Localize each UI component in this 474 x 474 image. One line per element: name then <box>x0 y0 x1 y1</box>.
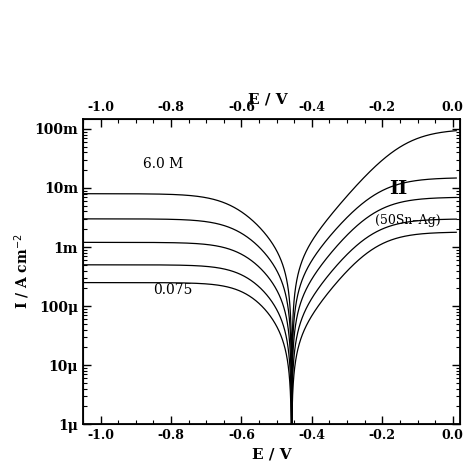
X-axis label: E / V: E / V <box>252 447 291 462</box>
Text: 6.0 M: 6.0 M <box>143 157 183 171</box>
Text: E / V: E / V <box>248 92 288 107</box>
Text: (50Sn–Ag): (50Sn–Ag) <box>375 213 441 227</box>
Text: 0.075: 0.075 <box>154 283 193 297</box>
Text: II: II <box>389 180 408 198</box>
Y-axis label: I / A cm$^{-2}$: I / A cm$^{-2}$ <box>12 234 32 309</box>
